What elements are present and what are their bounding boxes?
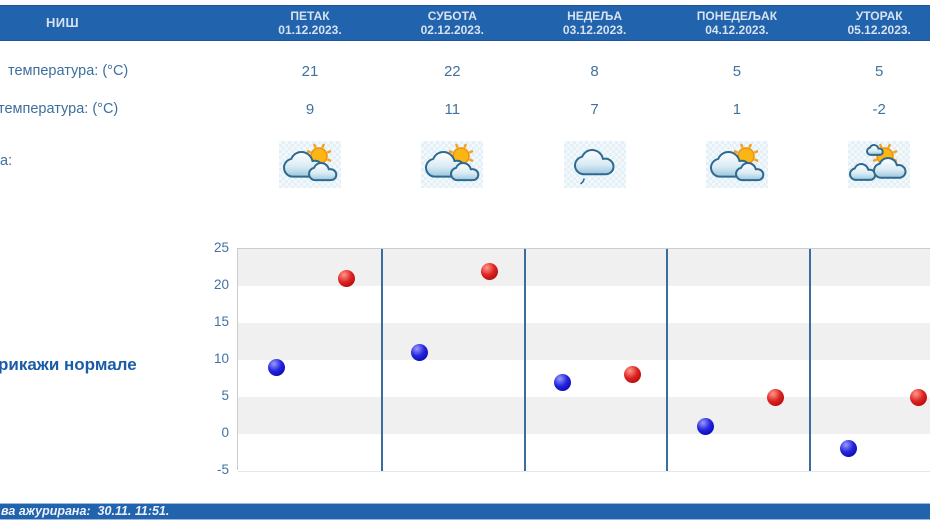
- cloud-sun-icon: [421, 141, 484, 188]
- sun-clouds-icon: [848, 141, 911, 188]
- max-temp-row-label: температура: (°C): [8, 63, 129, 79]
- max-temp-dot: [481, 262, 499, 280]
- day-name: СУБОТА: [427, 9, 477, 23]
- max-temp-value: 5: [875, 63, 884, 80]
- weather-row-label: а:: [0, 153, 13, 169]
- min-temp-value: -2: [872, 101, 886, 118]
- day-name: УТОРАК: [855, 9, 903, 23]
- min-temp-dot: [268, 358, 286, 376]
- y-axis-tick-label: 20: [213, 277, 229, 292]
- y-axis-tick-label: -5: [216, 462, 229, 477]
- chart-band: [238, 434, 930, 472]
- min-temp-value: 9: [305, 101, 315, 118]
- day-header: ПОНЕДЕЉАК 04.12.2023.: [666, 6, 808, 40]
- day-separator-line: [666, 249, 669, 471]
- day-header: НЕДЕЉА 03.12.2023.: [524, 6, 666, 40]
- min-temp-dot: [839, 440, 857, 458]
- max-temp-dot: [909, 388, 927, 406]
- day-date: 01.12.2023.: [278, 23, 342, 37]
- day-separator-line: [380, 249, 383, 471]
- day-date: 03.12.2023.: [562, 23, 627, 37]
- y-axis-tick-label: 0: [221, 425, 229, 440]
- max-temp-value: 21: [301, 63, 319, 80]
- cloud-drizzle-icon: [563, 141, 626, 188]
- y-axis-tick-label: 15: [213, 314, 229, 329]
- y-axis-tick-label: 5: [221, 388, 229, 403]
- day-date: 05.12.2023.: [847, 23, 911, 37]
- y-axis-tick-label: 25: [213, 240, 229, 255]
- footer-bar: ва ажурирана: 30.11. 11:51.: [0, 503, 930, 520]
- day-name: НЕДЕЉА: [567, 9, 623, 23]
- station-name: НИШ: [46, 15, 79, 30]
- chart-band: [238, 286, 930, 324]
- min-temp-dot: [411, 344, 429, 362]
- max-temp-dot: [338, 270, 356, 288]
- update-status: ва ажурирана: 30.11. 11:51.: [1, 504, 170, 518]
- day-header: СУБОТА 02.12.2023.: [381, 6, 523, 40]
- min-temp-value: 11: [444, 101, 461, 118]
- cloud-sun-icon: [279, 141, 341, 188]
- day-name: ПОНЕДЕЉАК: [696, 9, 778, 23]
- chart-band: [238, 397, 930, 435]
- min-temp-value: 7: [590, 101, 599, 118]
- max-temp-value: 8: [590, 63, 599, 80]
- temperature-chart: [237, 248, 930, 472]
- day-header: УТОРАК 05.12.2023.: [808, 6, 930, 40]
- max-temp-value: 5: [732, 63, 742, 80]
- day-name: ПЕТАК: [290, 9, 330, 23]
- min-temp-value: 1: [732, 101, 742, 118]
- header-bar: НИШ ПЕТАК 01.12.2023. СУБОТА 02.12.2023. НЕД…: [0, 5, 930, 41]
- day-date: 02.12.2023.: [420, 23, 484, 37]
- min-temp-row-label: температура: (°C): [0, 101, 119, 117]
- show-normals-link[interactable]: рикажи нормале: [0, 355, 137, 374]
- y-axis-tick-label: 10: [213, 351, 229, 366]
- min-temp-dot: [553, 373, 571, 391]
- max-temp-dot: [766, 388, 784, 406]
- min-temp-dot: [696, 418, 714, 436]
- day-header: ПЕТАК 01.12.2023.: [239, 6, 381, 40]
- chart-band: [238, 323, 930, 361]
- day-separator-line: [523, 249, 526, 471]
- cloud-sun-icon: [705, 141, 768, 188]
- chart-band: [238, 360, 930, 398]
- max-temp-dot: [623, 366, 641, 384]
- max-temp-value: 22: [443, 63, 461, 80]
- day-separator-line: [809, 249, 812, 471]
- day-date: 04.12.2023.: [705, 23, 769, 37]
